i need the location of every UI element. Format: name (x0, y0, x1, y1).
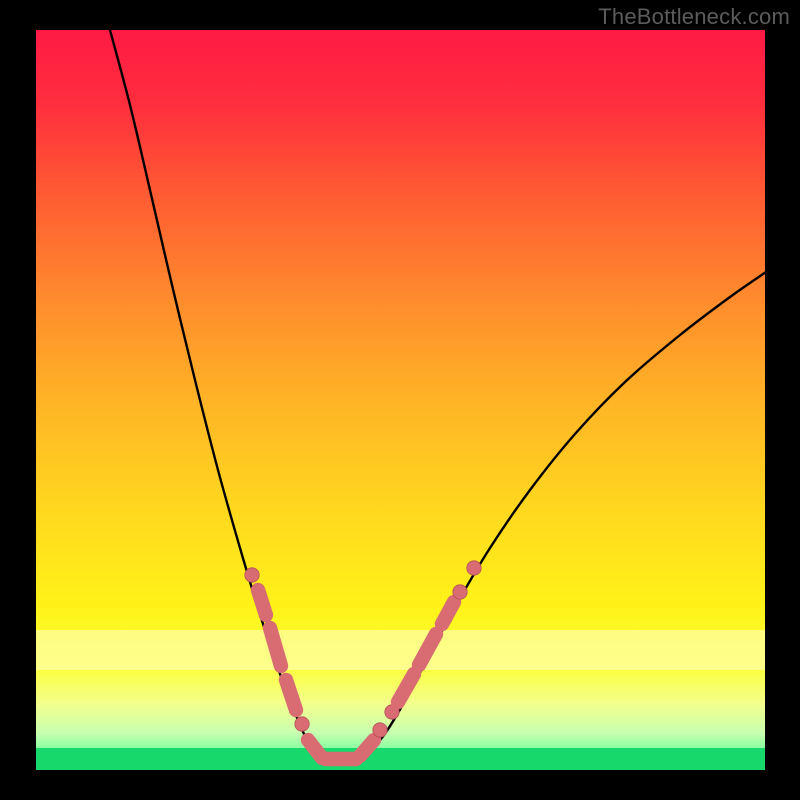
overlay-dot (373, 723, 387, 737)
green-strip (36, 748, 765, 770)
watermark-text: TheBottleneck.com (598, 4, 790, 30)
glow-band (36, 630, 765, 670)
overlay-dot (467, 561, 481, 575)
overlay-dot (295, 717, 309, 731)
overlay-capsule (258, 590, 266, 615)
overlay-dot (245, 568, 259, 582)
overlay-capsule (286, 680, 296, 710)
overlay-dot (453, 585, 467, 599)
chart-svg (0, 0, 800, 800)
chart-frame: TheBottleneck.com (0, 0, 800, 800)
